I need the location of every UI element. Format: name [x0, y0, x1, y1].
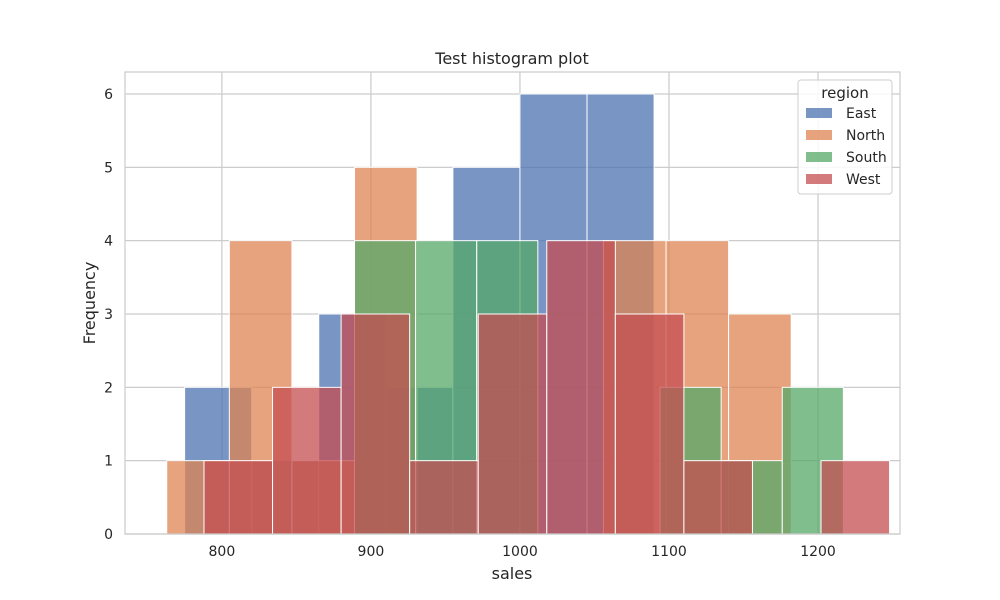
y-tick-label: 3	[104, 307, 113, 323]
histogram-bar	[272, 386, 342, 535]
legend-swatch	[806, 108, 832, 118]
legend-label: North	[846, 128, 885, 144]
histogram-bar	[546, 240, 616, 535]
histogram-bar	[409, 460, 479, 535]
y-tick-labels: 0 1 2 3 4 5 6	[104, 87, 113, 543]
y-tick-label: 5	[104, 160, 113, 176]
legend-swatch	[806, 130, 832, 140]
legend-label: West	[846, 172, 881, 188]
histogram-bar	[340, 313, 411, 535]
x-axis-label: sales	[492, 564, 533, 583]
y-tick-label: 6	[104, 87, 113, 103]
histogram-bar	[203, 460, 274, 535]
x-tick-labels: 800 900 1000 1100 1200	[209, 544, 836, 560]
bars-layer	[166, 93, 891, 535]
legend: region East North South West	[797, 79, 893, 195]
histogram-bar	[820, 460, 891, 535]
y-axis-label: Frequency	[80, 262, 99, 345]
x-tick-label: 1100	[651, 544, 687, 560]
plot-frame	[124, 71, 901, 535]
x-tick-label: 1200	[800, 544, 836, 560]
legend-swatch	[806, 152, 832, 162]
y-tick-label: 4	[104, 234, 113, 250]
y-tick-label: 1	[104, 454, 113, 470]
y-tick-label: 2	[104, 380, 113, 396]
histogram-bar	[477, 313, 548, 535]
chart-title: Test histogram plot	[434, 49, 588, 68]
legend-swatch	[806, 174, 832, 184]
x-tick-label: 1000	[502, 544, 538, 560]
y-tick-label: 0	[104, 527, 113, 543]
legend-title: region	[821, 84, 868, 102]
histogram-bar	[614, 313, 685, 535]
x-tick-label: 800	[209, 544, 236, 560]
histogram-bar	[683, 460, 753, 535]
legend-label: South	[846, 150, 887, 166]
legend-label: East	[846, 106, 877, 122]
x-tick-label: 900	[358, 544, 385, 560]
